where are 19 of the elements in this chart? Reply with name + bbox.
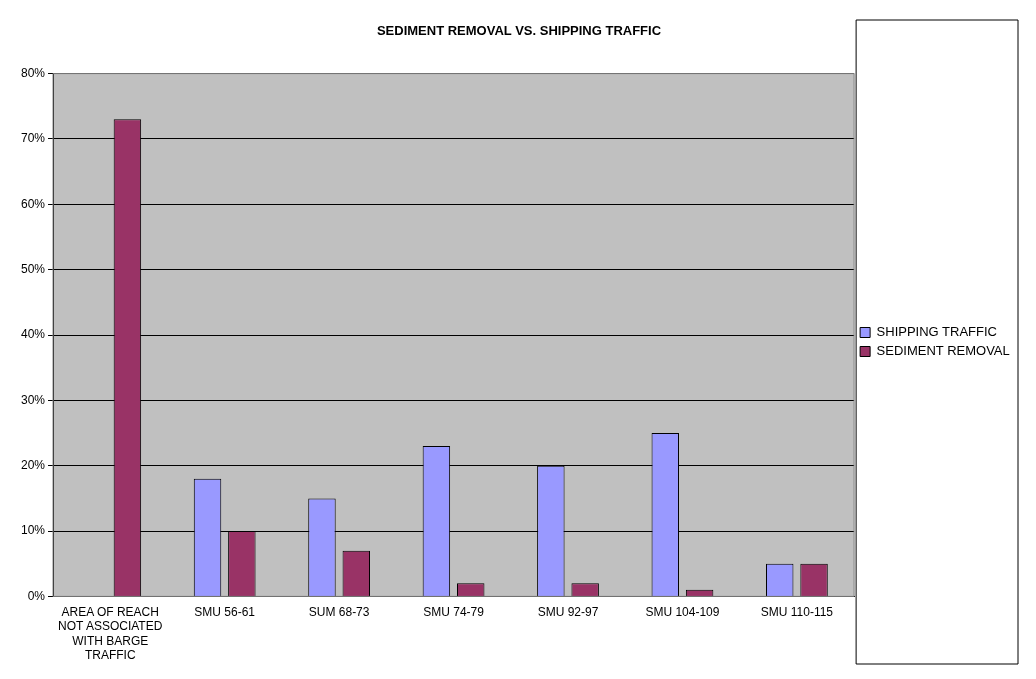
x-tick-label: SMU 56-61 bbox=[194, 604, 256, 619]
y-tick-label: 80% bbox=[20, 65, 46, 80]
x-tick-label: AREA OF REACH NOT ASSOCIATED WITH BARGE TRAFFIC bbox=[58, 604, 163, 663]
legend-label: SEDIMENT REMOVAL bbox=[876, 343, 1010, 359]
x-tick-label: SMU 110-115 bbox=[760, 604, 834, 619]
y-tick-label: 20% bbox=[20, 458, 46, 473]
y-tick-label: 40% bbox=[20, 327, 46, 342]
y-tick-label: 70% bbox=[20, 131, 46, 146]
chart-title: SEDIMENT REMOVAL VS. SHIPPING TRAFFIC bbox=[376, 23, 662, 39]
x-tick-label: SUM 68-73 bbox=[308, 604, 370, 619]
y-tick-label: 50% bbox=[20, 261, 46, 276]
y-tick-label: 60% bbox=[20, 196, 46, 211]
x-tick-label: SMU 104-109 bbox=[645, 604, 720, 619]
y-tick-label: 30% bbox=[20, 392, 46, 407]
x-tick-label: SMU 74-79 bbox=[423, 604, 485, 619]
x-tick-label: SMU 92-97 bbox=[537, 604, 599, 619]
y-tick-label: 10% bbox=[20, 523, 46, 538]
y-tick-label: 0% bbox=[27, 588, 46, 603]
legend-label: SHIPPING TRAFFIC bbox=[876, 324, 997, 340]
